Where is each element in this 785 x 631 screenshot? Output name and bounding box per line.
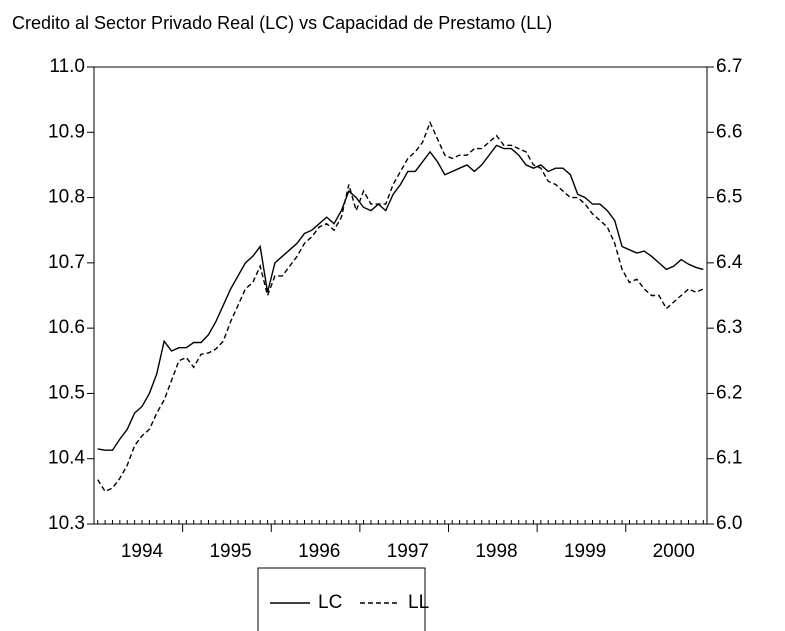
y2-tick-label: 6.7 — [716, 56, 742, 77]
legend-box — [257, 567, 426, 631]
x-tick-label: 1996 — [298, 541, 340, 562]
x-tick-label: 1994 — [121, 541, 164, 562]
series-line — [97, 120, 704, 493]
y2-tick-label: 6.0 — [716, 513, 742, 534]
x-tick-label: 1998 — [475, 541, 517, 562]
x-tick-label: 2000 — [653, 541, 695, 562]
y-tick-label: 10.3 — [48, 513, 85, 534]
y-tick-label: 10.7 — [48, 252, 85, 273]
y-tick-label: 10.6 — [48, 317, 85, 338]
chart-title: Credito al Sector Privado Real (LC) vs C… — [12, 13, 552, 33]
x-tick-label: 1999 — [564, 541, 606, 562]
y2-tick-label: 6.1 — [716, 448, 742, 469]
y2-tick-label: 6.5 — [716, 187, 742, 208]
y2-tick-label: 6.4 — [716, 252, 743, 273]
y-tick-label: 10.8 — [48, 187, 85, 208]
legend-label: LC — [318, 592, 342, 613]
series-line — [97, 144, 704, 451]
x-tick-label: 1997 — [387, 541, 429, 562]
y-tick-label: 10.4 — [48, 448, 85, 469]
y-tick-label: 10.5 — [48, 382, 85, 403]
legend-label: LL — [408, 592, 429, 613]
y2-tick-label: 6.6 — [716, 121, 742, 142]
y-tick-label: 10.9 — [48, 121, 85, 142]
y2-tick-label: 6.3 — [716, 317, 742, 338]
y2-tick-label: 6.2 — [716, 382, 742, 403]
y-tick-label: 11.0 — [49, 56, 85, 77]
x-tick-label: 1995 — [209, 541, 251, 562]
